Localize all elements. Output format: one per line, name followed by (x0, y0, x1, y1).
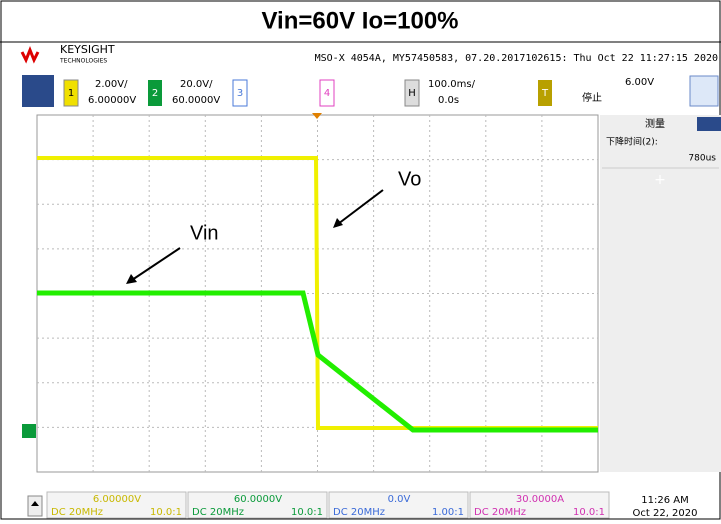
brand: KEYSIGHT (60, 43, 115, 56)
t-key: T (541, 88, 549, 99)
t-button[interactable] (538, 80, 552, 106)
channel-coupling: DC 20MHz (333, 507, 385, 518)
ch1-offset: 6.00000V (88, 95, 136, 106)
annotation-vin: Vin (190, 222, 219, 244)
ch4-num: 4 (324, 88, 330, 99)
channel-offset: 6.00000V (93, 494, 141, 505)
ch1-scale: 2.00V/ (95, 79, 128, 90)
arrow (337, 189, 384, 225)
trigger-marker (312, 113, 322, 119)
channel-offset: 30.0000A (516, 494, 564, 505)
ch2-button[interactable] (148, 80, 162, 106)
channel-probe: 10.0:1 (291, 507, 323, 518)
channel-box (469, 491, 610, 519)
side-panel (600, 115, 721, 472)
arrow-head (126, 274, 137, 284)
ch3-button[interactable] (232, 79, 248, 107)
instrument-info: MSO-X 4054A, MY57450583, 07.20.201710261… (315, 53, 718, 64)
ch2-offset: 60.0000V (172, 95, 220, 106)
arrow-icon (31, 501, 39, 506)
ch3-num: 3 (237, 88, 243, 99)
annotation-vo: Vo (398, 168, 421, 190)
channel-box (46, 491, 187, 519)
clock-date: Oct 22, 2020 (633, 508, 698, 519)
ch2-scale: 20.0V/ (180, 79, 213, 90)
channel-box (328, 491, 469, 519)
arrow-head (333, 218, 343, 228)
auto-button[interactable] (689, 75, 719, 107)
h-delay: 0.0s (438, 95, 459, 106)
channel-probe: 1.00:1 (432, 507, 464, 518)
h-scale: 100.0ms/ (428, 79, 476, 90)
channel-coupling: DC 20MHz (51, 507, 103, 518)
measure-name: 下降时间(2): (606, 136, 658, 148)
ch1-num: 1 (68, 88, 74, 99)
channel-offset: 60.0000V (234, 494, 282, 505)
add-measure[interactable]: + (654, 172, 666, 188)
ch1-button[interactable] (63, 79, 79, 107)
channel-probe: 10.0:1 (150, 507, 182, 518)
channel-coupling: DC 20MHz (192, 507, 244, 518)
vin-trace (37, 290, 598, 433)
channel-box (187, 491, 328, 519)
ch4-button[interactable] (319, 79, 335, 107)
channel-offset: 0.0V (388, 494, 411, 505)
channel-probe: 10.0:1 (573, 507, 605, 518)
h-key: H (408, 88, 416, 99)
title: Vin=60V Io=100% (261, 7, 458, 34)
ch2-ground (22, 424, 36, 438)
menu-button[interactable] (22, 75, 54, 107)
ch2-num: 2 (152, 88, 158, 99)
t-level: 6.00V (625, 77, 654, 88)
panel-tab[interactable] (697, 117, 721, 131)
channel-coupling: DC 20MHz (474, 507, 526, 518)
arrow (131, 247, 181, 281)
brand-sub: TECHNOLOGIES (59, 58, 107, 65)
measure-title: 测量 (645, 117, 665, 130)
t-state: 停止 (582, 91, 602, 104)
logo (20, 45, 40, 64)
clock-time: 11:26 AM (641, 495, 688, 506)
measure-value: 780us (688, 154, 716, 164)
h-button[interactable] (404, 79, 420, 107)
